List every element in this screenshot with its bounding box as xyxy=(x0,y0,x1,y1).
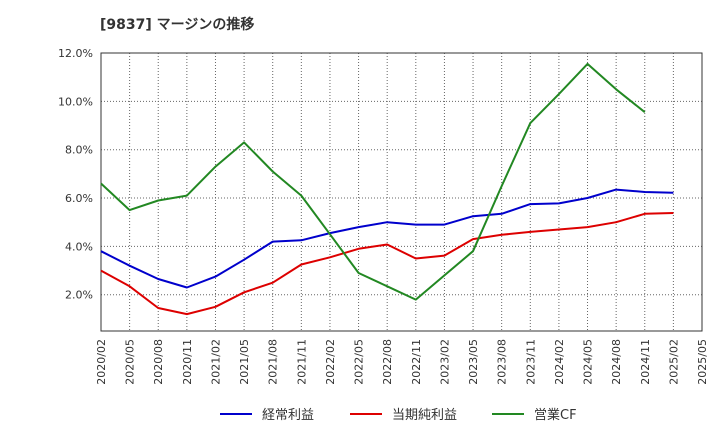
legend-label: 経常利益 xyxy=(262,408,314,423)
x-tick-label: 2024/05 xyxy=(582,339,595,385)
legend: 経常利益 当期純利益 営業CF xyxy=(220,407,577,423)
x-tick-label: 2020/05 xyxy=(124,339,137,385)
x-tick-label: 2022/02 xyxy=(324,339,337,385)
y-tick-label: 6.0% xyxy=(65,192,93,205)
series-lines xyxy=(100,62,674,316)
x-tick-label: 2025/05 xyxy=(696,339,709,385)
chart-title: [9837] マージンの推移 xyxy=(100,16,254,33)
x-tick-label: 2023/11 xyxy=(524,339,537,385)
x-tick-label: 2021/02 xyxy=(209,339,222,385)
x-tick-label: 2023/02 xyxy=(438,339,451,385)
y-axis-ticks: 2.0% 4.0% 6.0% 8.0% 10.0% 12.0% xyxy=(58,47,93,302)
y-tick-label: 12.0% xyxy=(58,47,93,60)
y-tick-label: 10.0% xyxy=(58,95,93,108)
x-tick-label: 2020/02 xyxy=(95,339,108,385)
x-tick-label: 2020/08 xyxy=(152,339,165,385)
x-tick-label: 2025/02 xyxy=(667,339,680,385)
y-tick-label: 4.0% xyxy=(65,240,93,253)
x-tick-label: 2022/11 xyxy=(410,339,423,385)
series-line-3 xyxy=(100,62,646,301)
x-tick-label: 2022/08 xyxy=(381,339,394,385)
x-tick-label: 2023/05 xyxy=(467,339,480,385)
x-tick-label: 2022/05 xyxy=(353,339,366,385)
x-tick-label: 2021/08 xyxy=(267,339,280,385)
series-line-2 xyxy=(100,212,674,316)
x-tick-label: 2024/11 xyxy=(639,339,652,385)
x-tick-label: 2021/11 xyxy=(295,339,308,385)
plot-frame xyxy=(100,52,703,332)
x-tick-label: 2021/05 xyxy=(238,339,251,385)
x-tick-label: 2024/02 xyxy=(553,339,566,385)
legend-label: 当期純利益 xyxy=(392,408,457,423)
y-tick-label: 2.0% xyxy=(65,289,93,302)
x-tick-label: 2023/08 xyxy=(496,339,509,385)
y-tick-label: 8.0% xyxy=(65,144,93,157)
legend-label: 営業CF xyxy=(534,407,577,423)
x-tick-label: 2020/11 xyxy=(181,339,194,385)
series-line-1 xyxy=(100,188,674,289)
x-axis-ticks: 2020/02 2020/05 2020/08 2020/11 2021/02 2021/… xyxy=(95,339,709,385)
x-tick-label: 2024/08 xyxy=(610,339,623,385)
